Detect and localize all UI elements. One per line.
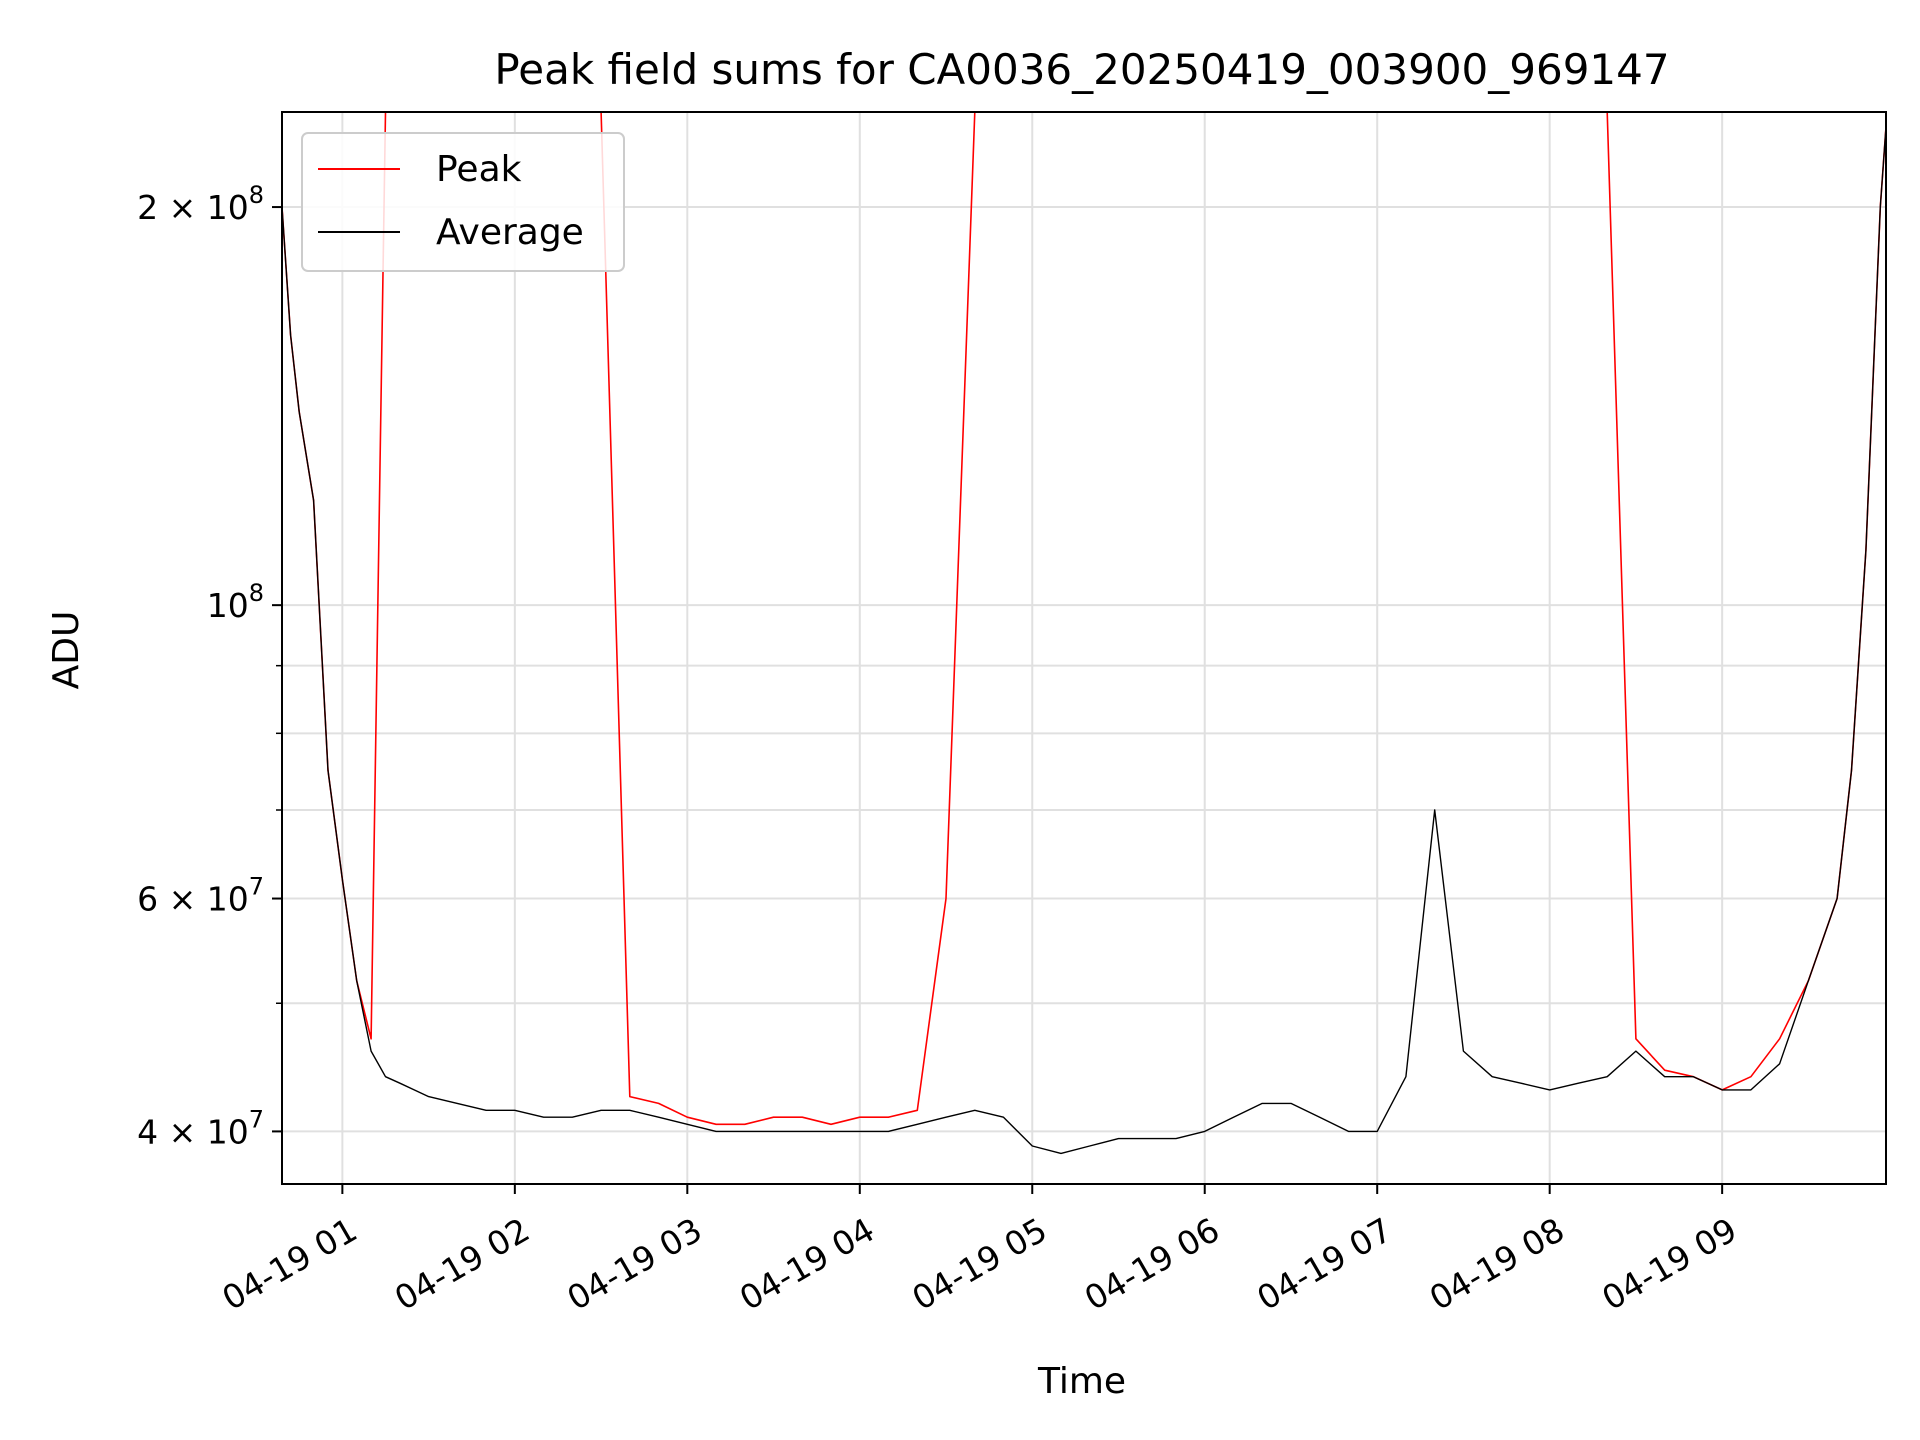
x-axis-label: Time: [1037, 1361, 1126, 1402]
data-layer: [282, 112, 1886, 1155]
y-axis-label: ADU: [46, 611, 87, 690]
legend-box: [301, 132, 625, 272]
legend: Peak Average: [301, 132, 625, 272]
y-tick-label: 108: [207, 579, 264, 625]
peak-series-line: [282, 112, 1886, 1126]
legend-average-label: Average: [436, 212, 584, 253]
chart-title: Peak field sums for CA0036_20250419_0039…: [494, 45, 1669, 94]
grid-layer: [282, 112, 1886, 1184]
average-series-line: [282, 126, 1886, 1155]
y-tick-label: 4 × 107: [137, 1105, 264, 1151]
y-tick-label: 6 × 107: [137, 873, 264, 919]
legend-peak-label: Peak: [436, 149, 522, 190]
y-tick-label: 2 × 108: [137, 181, 264, 227]
plot-frame: [281, 111, 1887, 1185]
